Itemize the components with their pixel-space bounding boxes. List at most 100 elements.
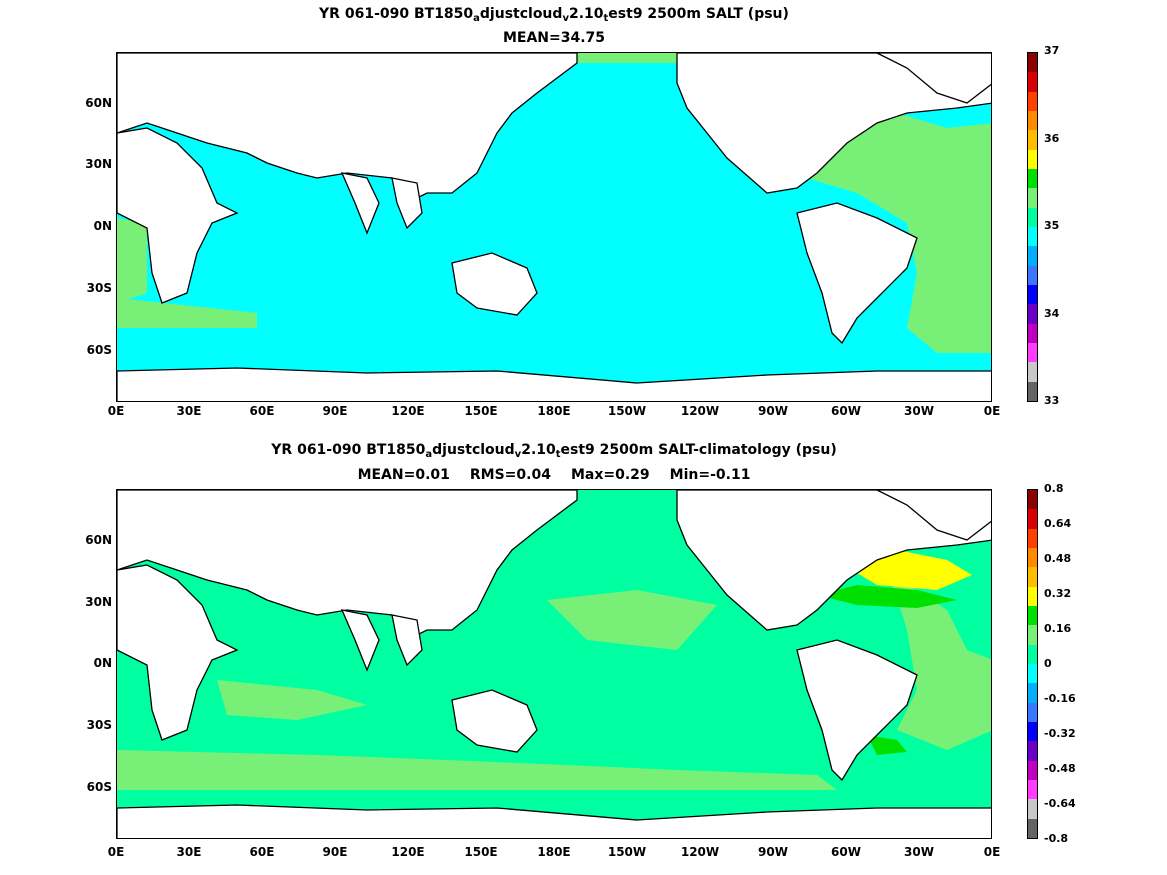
y-tick-label: 30N xyxy=(85,157,112,171)
x-tick-label: 120E xyxy=(391,845,425,859)
colorbar-segment xyxy=(1028,683,1037,703)
y-tick-label: 0N xyxy=(93,219,112,233)
colorbar-segment xyxy=(1028,149,1037,169)
panel-2-colorbar xyxy=(1027,489,1038,839)
colorbar-segment xyxy=(1028,362,1037,382)
y-tick-label: 30S xyxy=(86,281,112,295)
x-tick-label: 30W xyxy=(904,404,934,418)
colorbar-segment xyxy=(1028,91,1037,111)
land-india xyxy=(340,609,380,672)
y-tick-label: 30S xyxy=(86,718,112,732)
colorbar-segment xyxy=(1028,246,1037,266)
colorbar-segment xyxy=(1028,342,1037,363)
land-masses xyxy=(117,490,991,838)
colorbar-segment xyxy=(1028,663,1037,684)
panel-1-title: YR 061-090 BT1850adjustcloudv2.10test9 2… xyxy=(319,6,789,24)
land-greenland xyxy=(876,53,991,104)
colorbar-segment xyxy=(1028,547,1037,568)
colorbar-segment xyxy=(1028,605,1037,626)
mean-stat: MEAN=0.01 xyxy=(357,467,450,483)
colorbar-label: -0.64 xyxy=(1044,797,1076,810)
colorbar-segment xyxy=(1028,323,1037,343)
y-tick-label: 30N xyxy=(85,595,112,609)
colorbar-segment xyxy=(1028,490,1037,510)
colorbar-segment xyxy=(1028,381,1037,401)
colorbar-segment xyxy=(1028,188,1037,208)
panel-2-title: YR 061-090 BT1850adjustcloudv2.10test9 2… xyxy=(271,442,837,460)
x-tick-label: 150E xyxy=(464,845,498,859)
colorbar-label: 0.64 xyxy=(1044,517,1072,530)
colorbar-segment xyxy=(1028,644,1037,664)
land-australia xyxy=(451,252,538,316)
colorbar-label: 36 xyxy=(1044,132,1060,145)
colorbar-segment xyxy=(1028,528,1037,548)
y-tick-label: 60S xyxy=(86,780,112,794)
colorbar-segment xyxy=(1028,509,1037,529)
y-tick-label: 0N xyxy=(93,656,112,670)
colorbar-label: 34 xyxy=(1044,307,1060,320)
x-tick-label: 30E xyxy=(176,845,202,859)
land-australia xyxy=(451,689,538,753)
land-antarctica xyxy=(117,804,991,838)
colorbar-segment xyxy=(1028,702,1037,722)
land-greenland xyxy=(876,490,991,541)
x-tick-label: 0E xyxy=(107,404,125,418)
north-atlantic-green xyxy=(817,585,957,608)
positive-anomaly-south xyxy=(117,750,837,790)
y-tick-label: 60S xyxy=(86,343,112,357)
colorbar-segment xyxy=(1028,168,1037,189)
land-india xyxy=(340,172,380,235)
positive-anomaly-atlantic xyxy=(847,560,991,750)
land-africa xyxy=(117,127,239,304)
x-tick-label: 150W xyxy=(607,845,647,859)
x-tick-label: 90W xyxy=(758,845,788,859)
x-tick-label: 150E xyxy=(464,404,498,418)
colorbar-label: 0 xyxy=(1044,657,1052,670)
colorbar-label: -0.8 xyxy=(1044,832,1069,845)
rms-stat: RMS=0.04 xyxy=(469,467,551,483)
min-stat: Min=-0.11 xyxy=(669,467,751,483)
x-tick-label: 180E xyxy=(537,845,571,859)
positive-anomaly-indian xyxy=(217,680,367,720)
colorbar-segment xyxy=(1028,567,1037,587)
y-tick-label: 60N xyxy=(85,533,112,547)
colorbar-label: 0.48 xyxy=(1044,552,1072,565)
colorbar-label: 37 xyxy=(1044,44,1060,57)
colorbar-segment xyxy=(1028,304,1037,324)
max-stat: Max=0.29 xyxy=(570,467,650,483)
y-tick-label: 60N xyxy=(85,96,112,110)
land-se-asia xyxy=(391,614,423,667)
colorbar-segment xyxy=(1028,207,1037,227)
x-tick-label: 0E xyxy=(983,404,1001,418)
colorbar-label: 35 xyxy=(1044,219,1060,232)
colorbar-segment xyxy=(1028,226,1037,247)
mean-stat: MEAN=34.75 xyxy=(502,30,606,46)
positive-anomaly-pacific xyxy=(547,590,717,650)
colorbar-label: 0.8 xyxy=(1044,482,1064,495)
x-tick-label: 0E xyxy=(107,845,125,859)
x-tick-label: 0E xyxy=(983,845,1001,859)
x-tick-label: 30E xyxy=(176,404,202,418)
x-tick-label: 60E xyxy=(249,845,275,859)
colorbar-segment xyxy=(1028,284,1037,305)
southern-band xyxy=(117,298,257,328)
colorbar-segment xyxy=(1028,53,1037,73)
colorbar-segment xyxy=(1028,265,1037,285)
panel-1-colorbar xyxy=(1027,52,1038,402)
x-tick-label: 90W xyxy=(758,404,788,418)
south-atlantic-green xyxy=(867,735,907,755)
land-south-america xyxy=(796,202,918,345)
colorbar-label: 33 xyxy=(1044,394,1060,407)
colorbar-segment xyxy=(1028,799,1037,819)
x-tick-label: 180E xyxy=(537,404,571,418)
panel-1-map xyxy=(116,52,992,402)
x-tick-label: 30W xyxy=(904,845,934,859)
colorbar-segment xyxy=(1028,625,1037,645)
colorbar-segment xyxy=(1028,721,1037,742)
land-masses xyxy=(117,53,991,401)
colorbar-segment xyxy=(1028,760,1037,780)
x-tick-label: 120E xyxy=(391,404,425,418)
panel-2-stats: MEAN=0.01 RMS=0.04 Max=0.29 Min=-0.11 xyxy=(116,467,992,484)
x-tick-label: 60W xyxy=(831,404,861,418)
colorbar-segment xyxy=(1028,586,1037,606)
